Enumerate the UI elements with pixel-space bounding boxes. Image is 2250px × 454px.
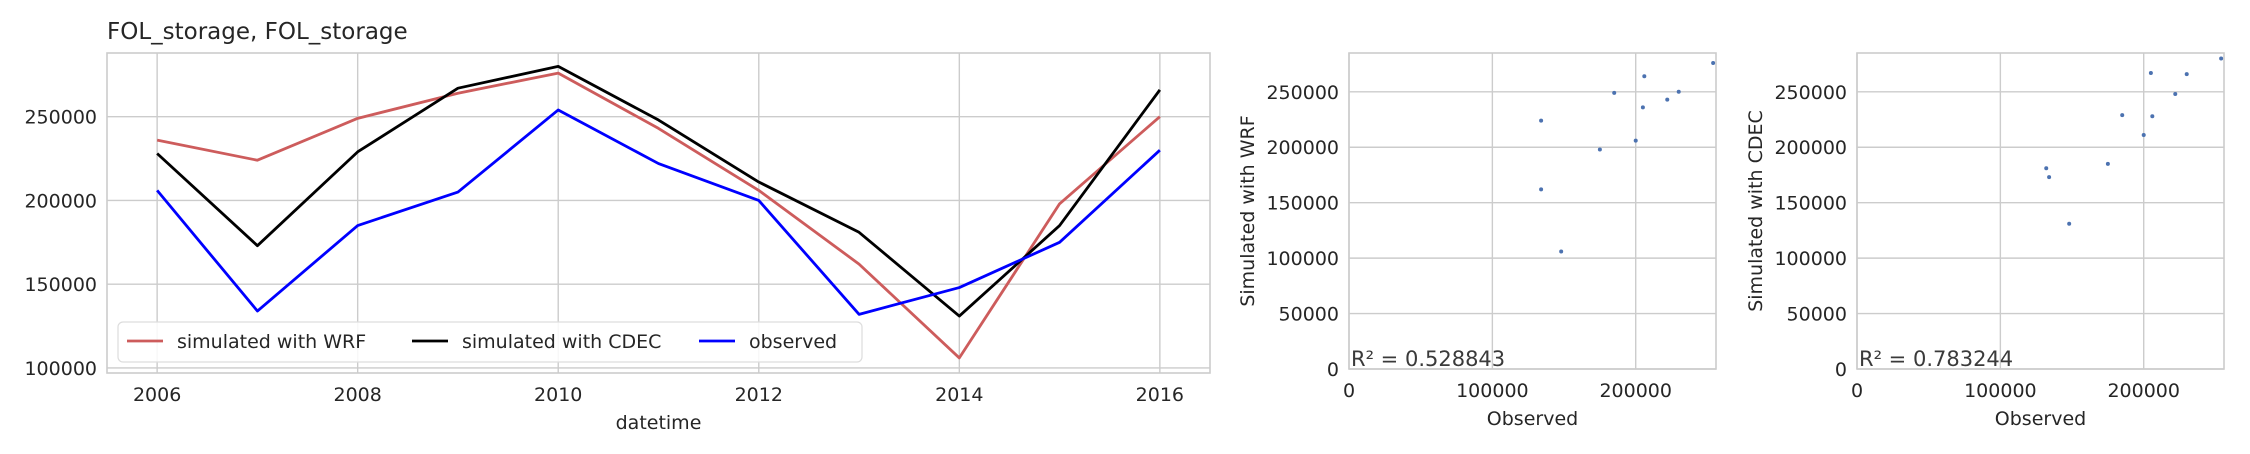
y-tick-label: 250000 (1266, 82, 1339, 104)
scatter-point (2105, 161, 2110, 166)
axes-frame (106, 52, 1211, 374)
y-tick-label: 200000 (1774, 137, 1847, 159)
y-axis-label: Simulated with CDEC (1745, 110, 1767, 312)
x-tick-label: 100000 (1456, 380, 1529, 402)
y-tick-label: 200000 (1266, 137, 1339, 159)
y-tick-label: 200000 (24, 190, 97, 212)
x-tick-label: 200000 (2107, 380, 2180, 402)
chart-panel-1: 2006 2008 2010 2012 2014 2016 100000 150000 2000… (24, 19, 1211, 434)
scatter-point (1711, 60, 1716, 65)
scatter-point (1640, 105, 1645, 110)
x-tick-label: 100000 (1964, 380, 2037, 402)
scatter-point (2141, 133, 2146, 138)
x-tick-label: 2010 (534, 384, 582, 406)
x-tick-label: 200000 (1599, 380, 1672, 402)
y-tick-label: 100000 (1774, 248, 1847, 270)
plot-area (1349, 53, 1716, 369)
scatter-point (1539, 118, 1544, 123)
y-tick-label: 150000 (1774, 193, 1847, 215)
scatter-point (2044, 166, 2049, 171)
series-line-3 (156, 108, 1161, 316)
scatter-point (2148, 70, 2153, 75)
scatter-point (1633, 138, 1638, 143)
r-squared-annotation: R² = 0.783244 (1859, 347, 2013, 371)
scatter-point (1559, 249, 1564, 254)
legend-entry: observed (749, 331, 837, 353)
y-tick-label: 250000 (24, 107, 97, 129)
scatter-point (2150, 114, 2155, 119)
y-tick-label: 100000 (24, 358, 97, 380)
chart-panel-2: 0 100000 200000 0 50000 100000 150000 200000 250… (1237, 52, 1717, 430)
scatter-point (2173, 92, 2178, 97)
scatter-point (1676, 89, 1681, 94)
legend: simulated with WRF simulated with CDEC obs… (117, 321, 863, 363)
x-axis-label: datetime (616, 412, 702, 434)
y-tick-label: 50000 (1787, 304, 1847, 326)
scatter-point (2047, 175, 2052, 180)
scatter-point (2120, 113, 2125, 118)
x-axis-label: Observed (1487, 408, 1578, 430)
x-tick-label: 0 (1851, 380, 1863, 402)
x-tick-label: 2008 (334, 384, 382, 406)
legend-box (117, 321, 863, 363)
x-axis-label: Observed (1995, 408, 2086, 430)
y-tick-label: 50000 (1279, 304, 1339, 326)
plot-area (1857, 53, 2224, 369)
scatter-point (1665, 97, 1670, 102)
axes-frame (1856, 52, 2225, 370)
y-tick-label: 150000 (24, 274, 97, 296)
y-tick-label: 250000 (1774, 82, 1847, 104)
x-tick-label: 2016 (1136, 384, 1184, 406)
series-line-2 (156, 65, 1161, 318)
y-axis-label: Simulated with WRF (1237, 115, 1259, 306)
y-tick-label: 100000 (1266, 248, 1339, 270)
scatter-point (1539, 187, 1544, 192)
y-tick-label: 0 (1835, 359, 1847, 381)
scatter-point (2067, 221, 2072, 226)
scatter-point (1612, 90, 1617, 95)
x-tick-label: 2014 (935, 384, 983, 406)
scatter-point (2184, 72, 2189, 77)
x-tick-label: 2012 (735, 384, 783, 406)
x-tick-label: 2006 (133, 384, 181, 406)
scatter-point (1642, 74, 1647, 79)
axes-frame (1348, 52, 1717, 370)
chart-panel-3: 0 100000 200000 0 50000 100000 150000 200000 250… (1745, 52, 2225, 430)
r-squared-annotation: R² = 0.528843 (1351, 347, 1505, 371)
chart-title: FOL_storage, FOL_storage (107, 19, 408, 45)
legend-entry: simulated with WRF (177, 331, 366, 353)
x-tick-label: 0 (1343, 380, 1355, 402)
series-line-1 (156, 71, 1161, 360)
legend-entry: simulated with CDEC (462, 331, 661, 353)
scatter-point (1597, 147, 1602, 152)
y-tick-label: 0 (1327, 359, 1339, 381)
scatter-point (2219, 56, 2224, 61)
y-tick-label: 150000 (1266, 193, 1339, 215)
